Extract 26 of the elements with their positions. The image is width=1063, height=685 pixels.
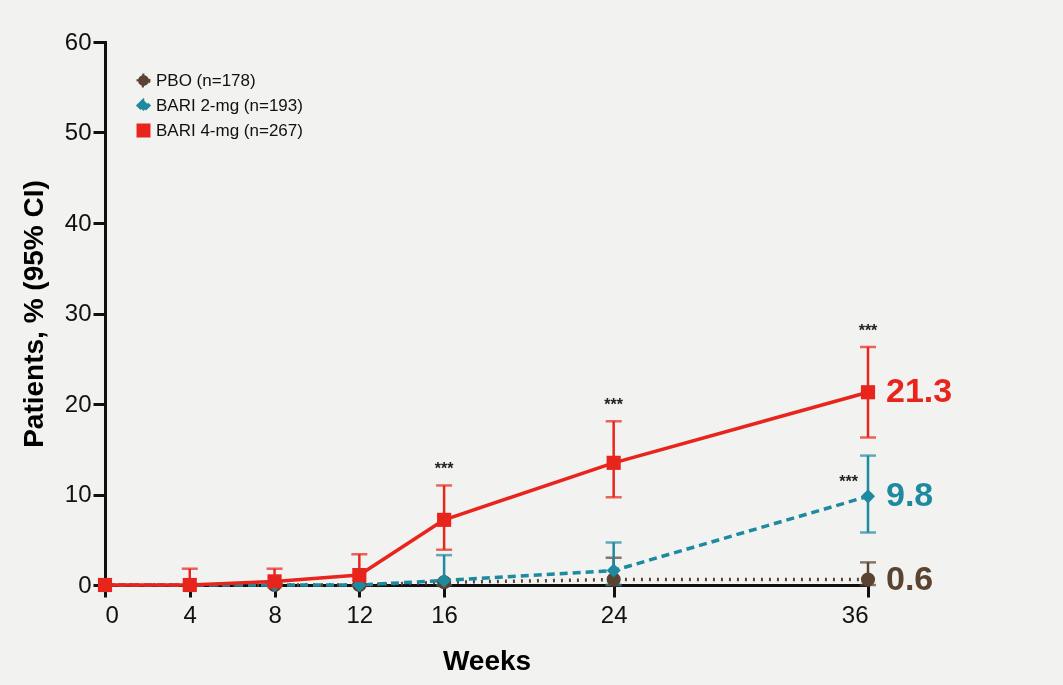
x-tick-label: 0 [105,600,119,628]
annotation: *** [839,473,859,491]
annotation: *** [434,460,455,478]
y-tick-label: 40 [64,208,92,236]
y-tick-label: 20 [64,389,92,417]
annotation: *** [858,321,879,339]
data-label: 9.8 [886,475,934,514]
x-tick-label: 24 [600,600,628,628]
x-tick-label: 16 [431,600,458,628]
y-tick-label: 0 [78,570,92,598]
x-tick-label: 36 [841,600,869,628]
y-axis-title: Patients, % (95% CI) [17,180,49,448]
x-tick-label: 12 [346,600,374,628]
data-label: 0.6 [886,558,934,597]
legend-label: PBO (n=178) [156,70,256,90]
x-tick-label: 8 [268,600,282,628]
y-tick-label: 50 [64,118,92,145]
legend-label: BARI 2-mg (n=193) [156,95,303,115]
y-tick-label: 30 [64,299,92,326]
legend-label: BARI 4-mg (n=267) [156,120,303,140]
x-tick-label: 4 [183,600,197,628]
annotation: *** [604,396,624,414]
y-tick-label: 10 [64,480,92,507]
x-axis-title: Weeks [442,644,532,676]
y-tick-label: 60 [64,27,92,55]
data-label: 21.3 [886,371,953,410]
